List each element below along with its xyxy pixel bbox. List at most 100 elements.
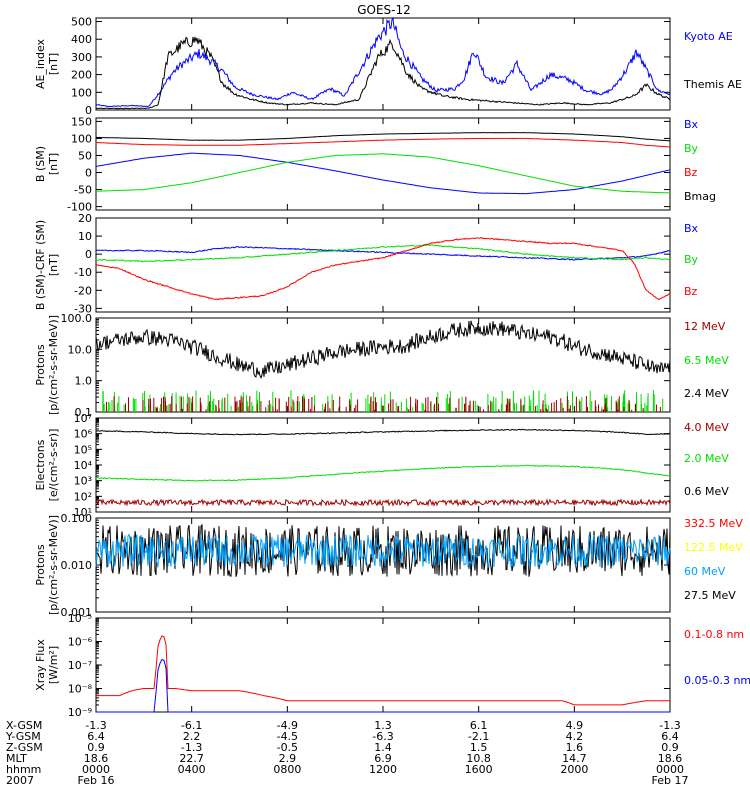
legend-entry: Bx (684, 118, 699, 131)
y-axis-label: AE_index (34, 38, 47, 89)
legend-entry: 2.4 MeV (684, 387, 729, 400)
ephemeris-value: -1.3 (85, 719, 106, 732)
y-axis-label: [p/(cm²-s-sr-MeV)] (47, 515, 60, 615)
panel-frame (95, 117, 671, 211)
panel-electrons: 10¹ 10² 10³ 10⁴ 10⁵ 10⁶ 10⁷ Electrons [e/(cm²-s-… (34, 412, 729, 519)
panel-frame (95, 617, 671, 713)
legend-entry: 0.6 MeV (684, 485, 729, 498)
ephemeris-row-label: Y-GSM (5, 730, 41, 743)
series-line (106, 396, 661, 412)
ephemeris-value: 0000 (656, 763, 684, 776)
ephemeris-value: -2.1 (468, 730, 489, 743)
series-line (95, 36, 671, 110)
ephemeris-value: 0800 (273, 763, 301, 776)
series-line (96, 137, 671, 148)
ephemeris-value: 18.6 (84, 752, 109, 765)
ephemeris-value: 0400 (178, 763, 206, 776)
y-tick-label: 0 (85, 248, 92, 261)
legend-entry: Bz (684, 166, 698, 179)
y-tick-label: 100 (71, 132, 92, 145)
ephemeris-value: -6.3 (372, 730, 393, 743)
legend-entry: Kyoto AE (684, 30, 733, 43)
ephemeris-row-label: hhmm (6, 763, 41, 776)
y-axis-label: [W/m²] (47, 646, 60, 684)
series-line (95, 153, 670, 194)
y-tick-label: 10.0 (68, 343, 93, 356)
ephemeris-value: Feb 16 (78, 774, 115, 787)
panel-xray: 10⁻⁹ 10⁻⁸ 10⁻⁷ 10⁻⁶ 10⁻⁵ Xray Flux [W/m²] 0.1-0… (34, 612, 750, 719)
series-line (95, 236, 671, 301)
y-tick-label: 1.0 (75, 375, 93, 388)
y-tick-label: 100.0 (61, 312, 93, 325)
y-tick-label: 20 (78, 212, 92, 225)
y-tick-label: 10⁷ (74, 412, 92, 425)
ephemeris-value: Feb 17 (652, 774, 689, 787)
y-tick-label: 0 (85, 167, 92, 180)
ephemeris-value: 0000 (82, 763, 110, 776)
ephemeris-value: 22.7 (179, 752, 204, 765)
series-line (95, 533, 671, 569)
ephemeris-value: 4.9 (566, 719, 584, 732)
y-axis-label: [p/(cm²-s-sr-MeV)] (47, 315, 60, 415)
y-tick-label: 150 (71, 115, 92, 128)
figure-title: GOES-12 (357, 3, 411, 17)
y-tick-label: 10⁻⁷ (68, 659, 92, 672)
legend-entry: 122.5 MeV (684, 541, 743, 554)
y-axis-label: B (SM) (34, 146, 47, 182)
ephemeris-value: 1.3 (374, 719, 392, 732)
y-axis-label: [nT] (47, 254, 60, 276)
y-tick-label: 10⁶ (74, 428, 93, 441)
panel-bdiff: -30 -20 -10 0 10 20 B (SM)-CRF (SM) [nT] Bx By Bz (34, 212, 699, 315)
y-tick-label: 10⁻⁵ (68, 612, 92, 625)
series-line (95, 320, 671, 379)
y-tick-label: -20 (74, 284, 92, 297)
y-tick-label: 10³ (74, 475, 92, 488)
y-axis-label: [nT] (47, 53, 60, 75)
ephemeris-value: 1.5 (470, 741, 488, 754)
panel-protons1: 0.1 1.0 10.0 100.0 Protons [p/(cm²-s-sr-MeV)]… (34, 312, 729, 419)
y-tick-label: -30 (74, 302, 92, 315)
ephemeris-value: 0.9 (661, 741, 679, 754)
y-tick-label: 10⁻⁸ (68, 683, 93, 696)
y-tick-label: 0.1 (75, 406, 93, 419)
ephemeris-value: 1.6 (566, 741, 584, 754)
y-tick-label: -50 (74, 184, 92, 197)
y-tick-label: 10⁵ (74, 443, 92, 456)
panel-bsm: -100 -50 0 50 100 150 B (SM) [nT] Bx By Bz Bmag (34, 115, 716, 213)
ephemeris-value: 4.2 (566, 730, 584, 743)
y-axis-label: Protons (34, 544, 47, 585)
y-tick-label: -100 (67, 201, 92, 214)
legend-entry: By (684, 142, 699, 155)
legend-entry: 4.0 MeV (684, 421, 729, 434)
ephemeris-row-label: MLT (6, 752, 27, 765)
series-line (96, 635, 670, 706)
series-line (95, 244, 671, 263)
legend-entry: 27.5 MeV (684, 589, 736, 602)
y-tick-label: 300 (71, 51, 92, 64)
panel-frame (95, 217, 671, 313)
ephemeris-value: -4.5 (277, 730, 298, 743)
ephemeris-value: 2.2 (183, 730, 201, 743)
ephemeris-value: 1600 (465, 763, 493, 776)
y-axis-label: Protons (34, 344, 47, 385)
legend-entry: 2.0 MeV (684, 452, 729, 465)
legend-entry: 12 MeV (684, 320, 726, 333)
y-tick-label: -10 (74, 266, 92, 279)
ephemeris-value: 18.6 (658, 752, 683, 765)
y-tick-label: 10⁻⁶ (68, 636, 93, 649)
legend-entry: 0.1-0.8 nm (684, 628, 744, 641)
ephemeris-value: 14.7 (562, 752, 587, 765)
ephemeris-value: 2.9 (279, 752, 297, 765)
legend-entry: 0.05-0.3 nm (684, 674, 750, 687)
panel-protons2: 0.001 0.010 0.100 Protons [p/(cm²-s-sr-MeV)]… (34, 512, 743, 619)
legend-entry: Bz (684, 285, 698, 298)
series-line (96, 658, 670, 713)
ephemeris-value: 6.1 (470, 719, 488, 732)
y-tick-label: 10⁴ (74, 459, 93, 472)
y-tick-label: 400 (71, 33, 92, 46)
y-tick-label: 10² (74, 490, 92, 503)
legend-entry: 60 MeV (684, 565, 726, 578)
y-axis-label: Electrons (34, 439, 47, 490)
series-line (95, 152, 671, 195)
ephemeris-value: 1.4 (374, 741, 392, 754)
